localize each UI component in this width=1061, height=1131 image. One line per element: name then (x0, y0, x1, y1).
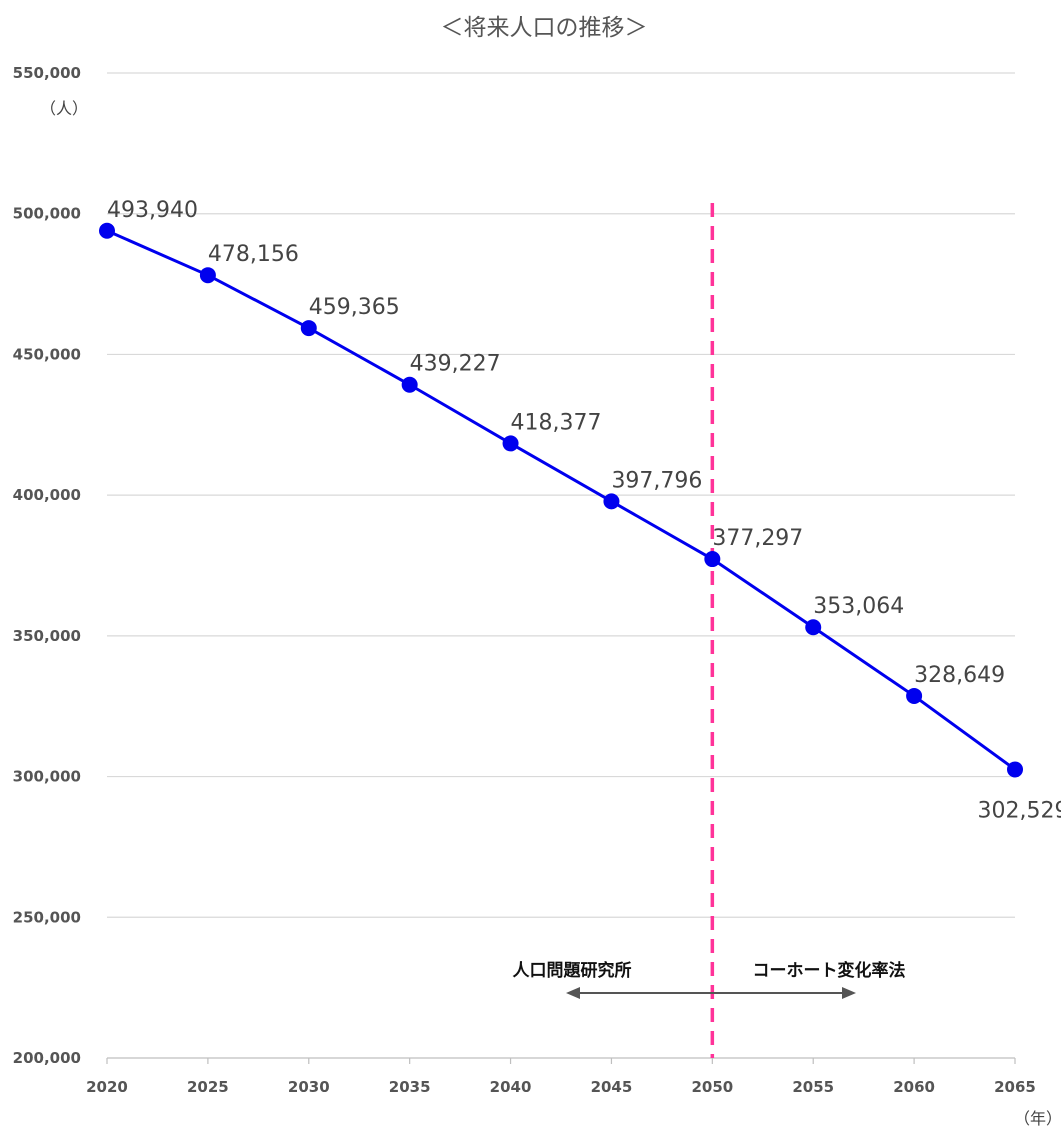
series-line (106, 229, 1016, 771)
data-label: 459,365 (309, 295, 400, 320)
x-tick-label: 2065 (994, 1078, 1036, 1096)
data-point (805, 619, 822, 636)
data-point (1007, 761, 1023, 778)
x-tick-label: 2020 (86, 1078, 128, 1096)
x-tick-label: 2040 (490, 1078, 532, 1096)
x-tick-label: 2030 (288, 1078, 330, 1096)
data-label: 353,064 (813, 594, 904, 619)
y-tick-label: 300,000 (13, 768, 81, 786)
data-point (502, 435, 519, 452)
data-label: 302,529 (978, 798, 1061, 823)
data-label: 328,649 (914, 663, 1005, 688)
method-range-arrow (566, 987, 856, 999)
x-tick-label: 2055 (792, 1078, 834, 1096)
y-tick-label: 450,000 (13, 345, 81, 363)
data-label: 478,156 (208, 242, 299, 267)
method-label-right: コーホート変化率法 (753, 960, 906, 981)
population-series (99, 222, 1023, 778)
data-labels: 493,940 478,156 459,365 439,227 418,377 397,7… (107, 198, 1061, 824)
x-axis: 2020 2025 2030 2035 2040 2045 2050 2055 2060 2065 (86, 1057, 1036, 1096)
data-point (603, 493, 620, 510)
arrow-head-left (566, 987, 580, 999)
y-tick-label: 250,000 (13, 908, 81, 926)
data-label: 377,297 (712, 526, 803, 551)
data-point (300, 320, 317, 337)
x-tick-label: 2060 (893, 1078, 935, 1096)
x-tick-label: 2025 (187, 1078, 229, 1096)
y-axis-ticks: 550,000 500,000 450,000 400,000 350,000 300,0… (13, 64, 81, 1067)
y-axis-unit: （人） (40, 99, 88, 118)
data-point (401, 376, 418, 393)
x-tick-label: 2050 (691, 1078, 733, 1096)
x-tick-label: 2035 (389, 1078, 431, 1096)
x-tick-label: 2045 (591, 1078, 633, 1096)
gridlines (107, 72, 1015, 918)
y-tick-label: 400,000 (13, 486, 81, 504)
data-point (704, 551, 721, 568)
y-tick-label: 550,000 (13, 64, 81, 82)
data-label: 397,796 (611, 468, 702, 493)
data-point (199, 267, 216, 284)
y-tick-label: 200,000 (13, 1049, 81, 1067)
y-tick-label: 350,000 (13, 627, 81, 645)
data-point (99, 222, 115, 239)
data-label: 418,377 (511, 410, 602, 435)
chart-title: ＜将来人口の推移＞ (441, 15, 648, 41)
x-axis-unit: （年） (1014, 1109, 1061, 1128)
data-label: 439,227 (410, 352, 501, 377)
data-point (906, 687, 923, 704)
data-label: 493,940 (107, 198, 198, 223)
y-tick-label: 500,000 (13, 205, 81, 223)
arrow-head-right (842, 987, 856, 999)
method-label-left: 人口問題研究所 (513, 960, 632, 981)
